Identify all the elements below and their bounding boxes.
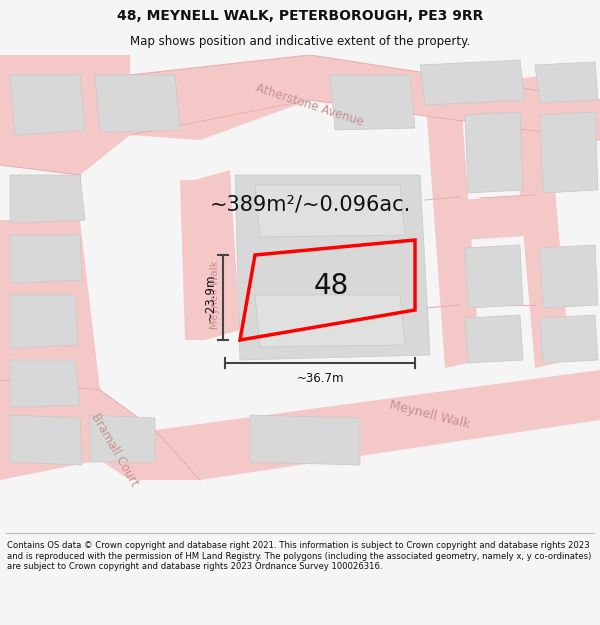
Text: 48, MEYNELL WALK, PETERBOROUGH, PE3 9RR: 48, MEYNELL WALK, PETERBOROUGH, PE3 9RR bbox=[117, 9, 483, 24]
Polygon shape bbox=[540, 315, 598, 363]
Polygon shape bbox=[465, 245, 523, 308]
Text: ~23.9m: ~23.9m bbox=[203, 274, 217, 321]
Text: Bramall Court: Bramall Court bbox=[89, 411, 141, 489]
Text: ~36.7m: ~36.7m bbox=[296, 372, 344, 386]
Polygon shape bbox=[465, 315, 523, 363]
Polygon shape bbox=[10, 175, 85, 223]
Polygon shape bbox=[540, 245, 598, 308]
Text: Meynell Walk: Meynell Walk bbox=[388, 399, 472, 431]
Polygon shape bbox=[235, 175, 430, 360]
Polygon shape bbox=[10, 415, 82, 465]
Polygon shape bbox=[250, 415, 360, 465]
Polygon shape bbox=[0, 380, 155, 480]
Polygon shape bbox=[10, 360, 80, 407]
Polygon shape bbox=[465, 112, 523, 193]
Polygon shape bbox=[10, 75, 85, 135]
Polygon shape bbox=[420, 60, 525, 105]
Text: Contains OS data © Crown copyright and database right 2021. This information is : Contains OS data © Crown copyright and d… bbox=[7, 541, 592, 571]
Text: ~389m²/~0.096ac.: ~389m²/~0.096ac. bbox=[209, 195, 410, 215]
Text: Map shows position and indicative extent of the property.: Map shows position and indicative extent… bbox=[130, 35, 470, 48]
Polygon shape bbox=[0, 55, 130, 175]
Polygon shape bbox=[460, 195, 540, 240]
Polygon shape bbox=[255, 185, 405, 237]
Polygon shape bbox=[0, 220, 100, 390]
Polygon shape bbox=[130, 55, 600, 140]
Polygon shape bbox=[10, 295, 78, 348]
Polygon shape bbox=[10, 235, 82, 283]
Polygon shape bbox=[90, 415, 155, 462]
Polygon shape bbox=[180, 170, 240, 340]
Polygon shape bbox=[425, 85, 480, 368]
Text: 48: 48 bbox=[314, 272, 349, 300]
Polygon shape bbox=[330, 75, 415, 130]
Polygon shape bbox=[540, 112, 598, 193]
Polygon shape bbox=[100, 370, 600, 480]
Text: Meynell Walk: Meynell Walk bbox=[210, 261, 220, 329]
Polygon shape bbox=[95, 75, 180, 132]
Polygon shape bbox=[510, 75, 570, 368]
Polygon shape bbox=[535, 62, 598, 103]
Polygon shape bbox=[255, 295, 405, 347]
Text: Atherstone Avenue: Atherstone Avenue bbox=[254, 81, 365, 129]
